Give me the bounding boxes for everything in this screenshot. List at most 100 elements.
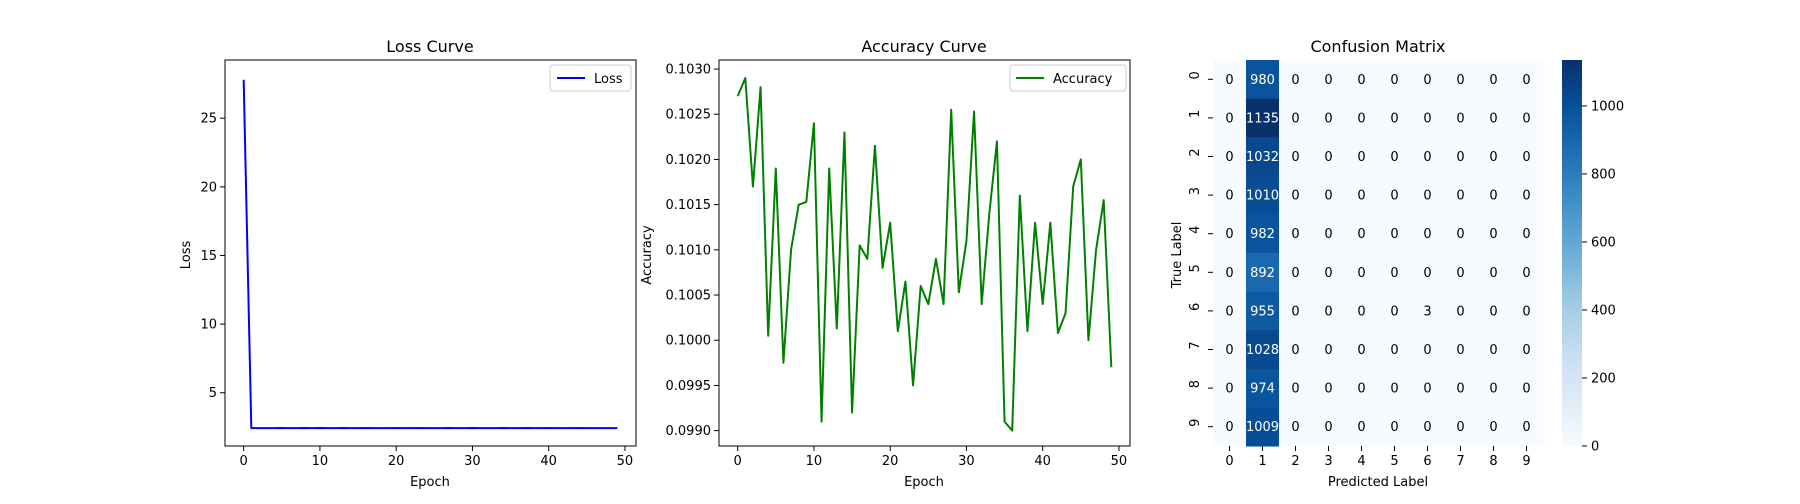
cm-cell: [1213, 175, 1247, 215]
cm-cell-value: 0: [1522, 73, 1530, 88]
cm-cell-value: 0: [1522, 343, 1530, 358]
cm-cell: [1246, 175, 1280, 215]
cm-cell-value: 980: [1250, 73, 1275, 88]
cm-cell-value: 0: [1522, 266, 1530, 281]
cm-cell: [1213, 214, 1247, 254]
cm-cell: [1246, 137, 1280, 177]
loss-chart-ylabel: Loss: [179, 241, 194, 270]
confusion-matrix-grid: 0 980 0 0 0 0 0 0 0 00 1135 0 0 0 0 0 0 0 00 1032 0 0 0 0 0 0 0 00 1…: [1188, 60, 1544, 469]
cm-cell-value: 0: [1489, 111, 1497, 126]
cm-cell-value: 0: [1489, 420, 1497, 435]
cm-cell-value: 0: [1489, 343, 1497, 358]
cm-x-tick-label: 2: [1291, 454, 1299, 469]
accuracy-chart: Accuracy Curve Epoch Accuracy 0 10 20 30 40 5…: [640, 37, 1131, 490]
cm-cell: [1246, 253, 1280, 293]
cm-cell-value: 955: [1250, 304, 1275, 319]
cm-x-tick-label: 0: [1225, 454, 1233, 469]
cm-cell-value: 0: [1291, 304, 1299, 319]
cm-cell: [1213, 253, 1247, 293]
colorbar-tick-label: 600: [1591, 235, 1616, 250]
cm-cell-value: 0: [1357, 189, 1365, 204]
cm-cell: [1411, 175, 1445, 215]
loss-y-tick-label: 5: [209, 386, 217, 401]
cm-cell: [1279, 137, 1313, 177]
cm-x-tick-label: 4: [1357, 454, 1365, 469]
cm-cell-value: 0: [1225, 189, 1233, 204]
confusion-matrix-title: Confusion Matrix: [1310, 37, 1445, 56]
cm-y-tick-label: 4: [1188, 226, 1203, 234]
cm-cell: [1279, 407, 1313, 447]
cm-x-tick-label: 7: [1456, 454, 1464, 469]
accuracy-y-tick-label: 0.1000: [666, 334, 712, 349]
cm-cell-value: 0: [1357, 420, 1365, 435]
cm-cell: [1312, 368, 1346, 408]
cm-cell-value: 0: [1225, 73, 1233, 88]
cm-cell-value: 0: [1357, 227, 1365, 242]
cm-cell-value: 0: [1357, 150, 1365, 165]
loss-x-tick-label: 30: [464, 454, 481, 469]
accuracy-series-line: [736, 77, 1113, 432]
cm-cell: [1444, 175, 1478, 215]
loss-y-tick-label: 10: [200, 318, 217, 333]
cm-cell: [1411, 60, 1445, 100]
cm-cell: [1246, 98, 1280, 138]
cm-cell-value: 0: [1456, 73, 1464, 88]
cm-cell-value: 982: [1250, 227, 1275, 242]
cm-cell: [1345, 291, 1379, 331]
cm-cell-value: 0: [1456, 150, 1464, 165]
confusion-matrix-chart: Confusion Matrix Predicted Label True La…: [1170, 37, 1624, 490]
cm-cell-value: 0: [1357, 382, 1365, 397]
cm-cell-value: 0: [1522, 382, 1530, 397]
accuracy-y-tick-label: 0.1020: [666, 153, 712, 168]
cm-cell: [1213, 60, 1247, 100]
cm-cell-value: 0: [1225, 266, 1233, 281]
cm-cell-value: 0: [1225, 150, 1233, 165]
cm-cell: [1345, 368, 1379, 408]
cm-cell: [1213, 330, 1247, 370]
cm-cell-value: 0: [1522, 304, 1530, 319]
colorbar: 0 200 400 600 800 1000: [1562, 60, 1624, 455]
cm-cell-value: 0: [1324, 382, 1332, 397]
cm-cell: [1510, 137, 1544, 177]
cm-cell-value: 0: [1390, 227, 1398, 242]
cm-cell-value: 0: [1522, 420, 1530, 435]
accuracy-plot-area: 0 10 20 30 40 50 0.0990 0.0995 0.1000 0.1005 0.101…: [666, 59, 1131, 469]
cm-cell-value: 0: [1390, 266, 1398, 281]
accuracy-y-tick-label: 0.0995: [666, 379, 712, 394]
cm-cell-value: 0: [1423, 189, 1431, 204]
cm-cell-value: 0: [1225, 304, 1233, 319]
loss-y-tick-label: 15: [200, 249, 217, 264]
cm-cell: [1312, 60, 1346, 100]
cm-cell-value: 0: [1423, 111, 1431, 126]
cm-cell: [1477, 368, 1511, 408]
cm-y-tick-label: 2: [1188, 148, 1203, 156]
cm-cell-value: 0: [1291, 189, 1299, 204]
cm-cell-value: 0: [1489, 189, 1497, 204]
cm-cell-value: 974: [1250, 382, 1275, 397]
accuracy-y-tick-label: 0.1010: [666, 243, 712, 258]
cm-y-tick-label: 0: [1188, 71, 1203, 79]
cm-cell-value: 0: [1456, 227, 1464, 242]
cm-cell-value: 0: [1456, 382, 1464, 397]
cm-cell-value: 0: [1423, 382, 1431, 397]
cm-cell: [1378, 60, 1412, 100]
colorbar-tick-label: 0: [1591, 440, 1599, 455]
loss-x-tick-label: 40: [540, 454, 557, 469]
cm-cell: [1279, 214, 1313, 254]
cm-cell-value: 0: [1225, 343, 1233, 358]
loss-chart: Loss Curve Epoch Loss 0 10 20 30 40 50 5 10 15 20…: [179, 37, 637, 490]
accuracy-y-tick-label: 0.1025: [666, 108, 712, 123]
cm-y-tick-label: 3: [1188, 187, 1203, 195]
loss-x-tick-label: 50: [617, 454, 634, 469]
colorbar-tick-label: 400: [1591, 303, 1616, 318]
cm-cell: [1378, 214, 1412, 254]
accuracy-x-tick-label: 0: [734, 454, 742, 469]
cm-cell: [1510, 291, 1544, 331]
cm-cell-value: 0: [1522, 111, 1530, 126]
colorbar-tick-label: 800: [1591, 167, 1616, 182]
cm-y-tick-label: 5: [1188, 264, 1203, 272]
cm-cell-value: 0: [1324, 189, 1332, 204]
cm-cell-value: 0: [1291, 382, 1299, 397]
